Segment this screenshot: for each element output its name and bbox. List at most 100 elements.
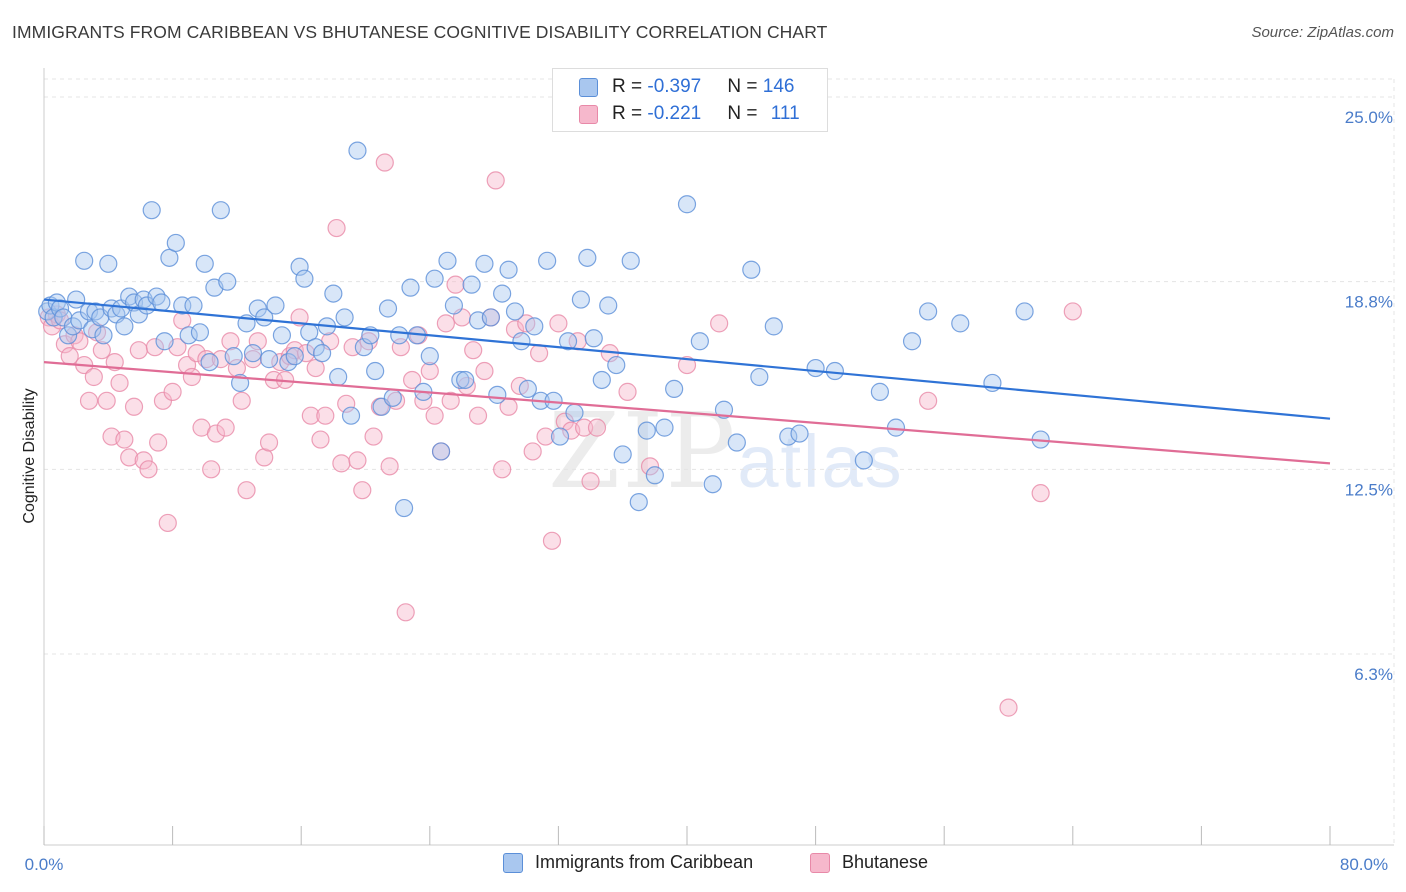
bhutanese-point xyxy=(493,460,512,479)
legend-swatch-bhutanese xyxy=(810,852,830,873)
caribbean-point xyxy=(224,347,243,366)
bhutanese-point xyxy=(919,391,938,410)
caribbean-point xyxy=(750,367,769,387)
caribbean-point xyxy=(425,269,444,288)
legend-row-caribbean: R = -0.397 N = 146 xyxy=(579,75,794,99)
caribbean-point xyxy=(565,403,584,422)
caribbean-point xyxy=(665,379,684,399)
legend-r-label: R = xyxy=(612,76,648,97)
caribbean-point xyxy=(599,296,618,315)
bhutanese-point xyxy=(468,406,488,425)
bhutanese-point xyxy=(97,391,116,410)
bhutanese-point xyxy=(587,418,607,437)
legend-swatch-caribbean xyxy=(503,852,523,873)
caribbean-point xyxy=(637,421,656,440)
bhutanese-point xyxy=(84,367,103,387)
caribbean-point xyxy=(366,361,385,381)
legend-n-label: N = xyxy=(727,76,763,97)
y-tick-label: 6.3% xyxy=(1354,665,1393,684)
caribbean-point xyxy=(179,326,198,345)
caribbean-point xyxy=(243,344,263,363)
caribbean-point xyxy=(854,451,873,470)
bhutanese-point xyxy=(187,344,206,363)
bhutanese-point xyxy=(396,603,415,622)
legend-r-value: -0.221 xyxy=(647,103,702,124)
caribbean-point xyxy=(266,296,285,315)
caribbean-point xyxy=(378,299,398,318)
caribbean-point xyxy=(94,326,113,345)
legend-n-value: 146 xyxy=(762,76,795,97)
caribbean-point xyxy=(67,290,86,309)
caribbean-point xyxy=(195,254,214,273)
bhutanese-point xyxy=(348,451,367,470)
bhutanese-point xyxy=(120,448,139,467)
caribbean-point xyxy=(147,287,166,306)
bhutanese-point xyxy=(206,424,226,443)
caribbean-point xyxy=(621,251,640,270)
caribbean-point xyxy=(295,269,314,288)
legend-item-bhutanese: Bhutanese xyxy=(810,852,928,873)
grid-layer xyxy=(44,78,1395,845)
caribbean-point xyxy=(155,332,174,351)
bhutanese-point xyxy=(129,341,148,360)
caribbean-point xyxy=(558,332,578,351)
y-tick-label: 25.0% xyxy=(1345,108,1393,127)
caribbean-point xyxy=(348,141,367,160)
bhutanese-point xyxy=(221,332,240,351)
caribbean-point xyxy=(211,201,230,220)
caribbean-point xyxy=(690,332,709,351)
legend-item-caribbean: Immigrants from Caribbean xyxy=(503,852,753,873)
caribbean-point xyxy=(870,382,890,401)
caribbean-point xyxy=(184,296,203,315)
caribbean-point xyxy=(383,388,402,407)
bhutanese-point xyxy=(311,430,330,449)
legend-swatch-caribbean xyxy=(579,77,598,97)
bhutanese-point xyxy=(149,433,168,452)
bhutanese-point xyxy=(1063,302,1082,321)
caribbean-point xyxy=(538,251,557,270)
caribbean-point xyxy=(420,347,439,366)
bhutanese-point xyxy=(486,171,505,190)
legend-swatch-bhutanese xyxy=(579,104,598,124)
caribbean-point xyxy=(488,385,507,404)
chart-source: Source: ZipAtlas.com xyxy=(1251,24,1394,41)
bhutanese-point xyxy=(575,418,594,437)
bhutanese-point xyxy=(446,275,465,294)
bhutanese-point xyxy=(158,513,177,533)
caribbean-point xyxy=(152,293,171,312)
caribbean-point xyxy=(394,498,414,518)
bhutanese-point xyxy=(243,350,263,369)
legend-n-value: 111 xyxy=(770,103,800,124)
caribbean-point xyxy=(550,427,570,446)
caribbean-point xyxy=(525,317,544,336)
bhutanese-point xyxy=(710,314,729,333)
chart-title: IMMIGRANTS FROM CARIBBEAN VS BHUTANESE C… xyxy=(12,22,828,42)
x-tick-label-min: 0.0% xyxy=(25,855,64,874)
bhutanese-point xyxy=(425,406,444,425)
bhutanese-point xyxy=(301,406,320,425)
bhutanese-point xyxy=(248,332,267,351)
bhutanese-point xyxy=(364,427,383,446)
bhutanese-point xyxy=(403,370,422,390)
caribbean-point xyxy=(806,358,825,378)
bhutanese-point xyxy=(145,338,165,357)
watermark-zip: ZIP xyxy=(548,390,738,512)
trend-layer xyxy=(43,298,1331,465)
caribbean-point xyxy=(272,326,292,345)
bhutanese-point xyxy=(110,373,129,393)
bhutanese-point xyxy=(640,457,660,476)
caribbean-point xyxy=(677,195,697,214)
caribbean-points xyxy=(38,141,1050,518)
bhutanese-point xyxy=(436,314,455,333)
watermark-atlas: atlas xyxy=(737,420,904,503)
bhutanese-point xyxy=(337,394,356,413)
caribbean-point xyxy=(290,257,309,276)
caribbean-point xyxy=(200,352,219,372)
bhutanese-point xyxy=(124,397,144,416)
caribbean-point xyxy=(645,466,664,485)
legend-r-value: -0.397 xyxy=(647,76,702,97)
caribbean-point xyxy=(902,332,922,351)
caribbean-point xyxy=(248,299,267,318)
bhutanese-point xyxy=(92,341,111,360)
